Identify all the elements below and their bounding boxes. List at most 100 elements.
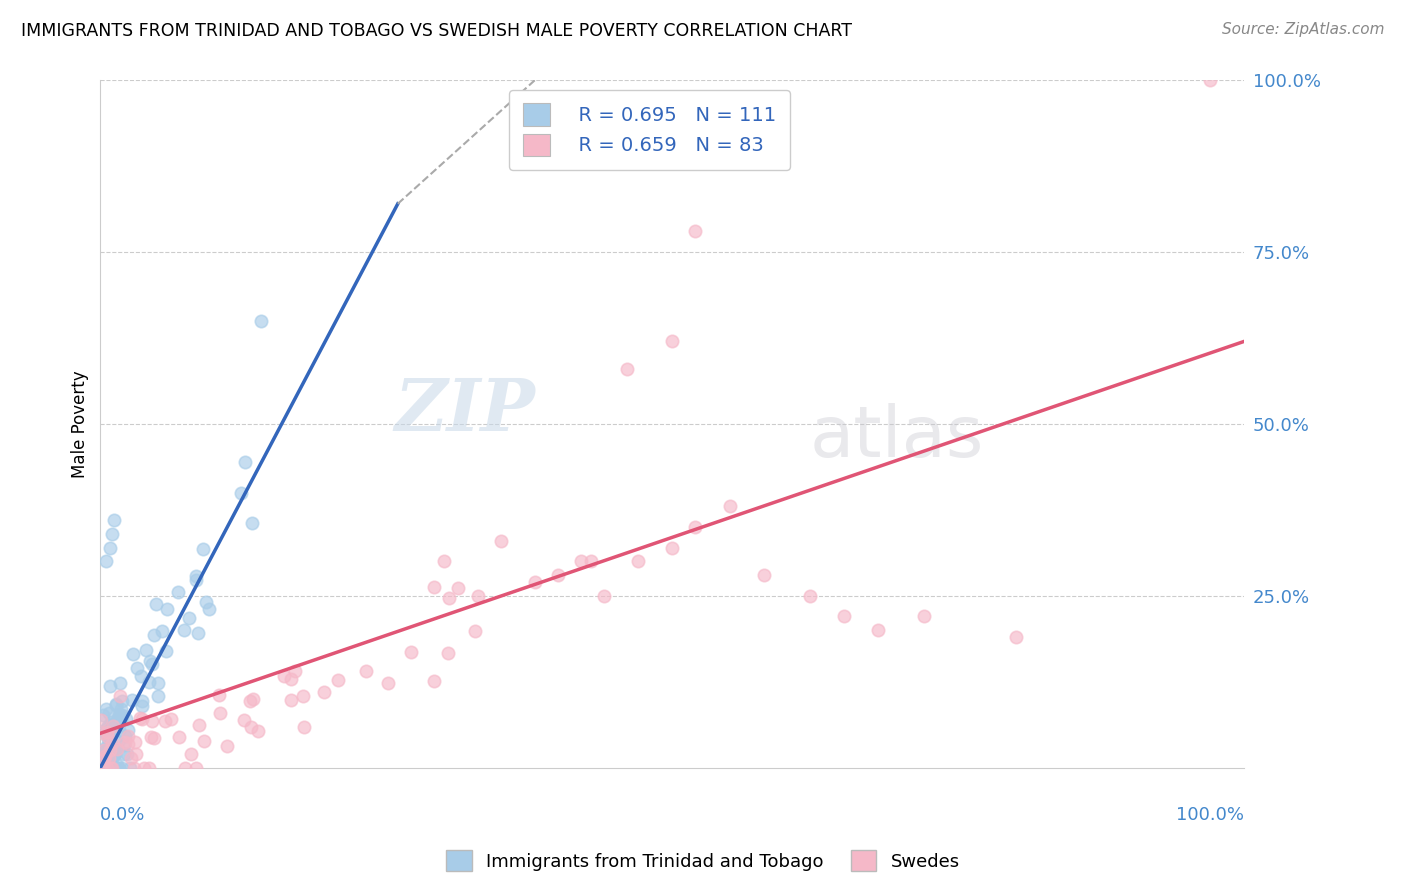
- Point: [627, 554, 650, 568]
- Point: [101, 527, 124, 541]
- Point: [141, 731, 163, 745]
- Point: [180, 747, 202, 761]
- Text: Source: ZipAtlas.com: Source: ZipAtlas.com: [1222, 22, 1385, 37]
- Point: [96, 725, 118, 739]
- Point: [117, 737, 139, 751]
- Point: [101, 747, 124, 761]
- Point: [592, 589, 614, 603]
- Point: [96, 721, 118, 735]
- Point: [146, 675, 169, 690]
- Point: [98, 761, 121, 775]
- Point: [432, 554, 454, 568]
- Point: [90, 754, 112, 768]
- Point: [97, 706, 120, 720]
- Point: [186, 569, 208, 583]
- Point: [280, 693, 302, 707]
- Point: [661, 541, 683, 555]
- Point: [94, 724, 117, 739]
- Point: [247, 723, 270, 738]
- Point: [194, 595, 217, 609]
- Point: [186, 573, 208, 587]
- Point: [193, 542, 215, 557]
- Point: [280, 672, 302, 686]
- Point: [93, 751, 115, 765]
- Point: [112, 738, 135, 752]
- Point: [399, 645, 422, 659]
- Point: [132, 761, 155, 775]
- Point: [464, 624, 486, 639]
- Point: [108, 689, 131, 703]
- Point: [167, 731, 190, 745]
- Point: [98, 756, 121, 771]
- Point: [467, 589, 489, 603]
- Point: [100, 761, 122, 775]
- Point: [101, 761, 124, 775]
- Point: [94, 739, 117, 754]
- Point: [93, 726, 115, 740]
- Point: [104, 698, 127, 712]
- Point: [135, 643, 157, 657]
- Point: [101, 719, 124, 733]
- Text: 0.0%: 0.0%: [100, 805, 146, 823]
- Point: [437, 646, 460, 660]
- Point: [142, 731, 165, 745]
- Point: [1004, 630, 1026, 644]
- Point: [101, 717, 124, 731]
- Point: [90, 761, 112, 775]
- Point: [131, 712, 153, 726]
- Point: [326, 673, 349, 687]
- Point: [1199, 73, 1222, 87]
- Legend: Immigrants from Trinidad and Tobago, Swedes: Immigrants from Trinidad and Tobago, Swe…: [439, 843, 967, 879]
- Point: [111, 708, 134, 723]
- Point: [423, 580, 446, 594]
- Point: [114, 730, 136, 744]
- Point: [198, 602, 221, 616]
- Point: [100, 761, 122, 775]
- Point: [107, 711, 129, 725]
- Point: [103, 748, 125, 763]
- Point: [96, 758, 118, 772]
- Point: [105, 741, 128, 756]
- Point: [173, 623, 195, 637]
- Point: [100, 724, 122, 739]
- Point: [89, 761, 111, 775]
- Point: [683, 224, 706, 238]
- Point: [115, 712, 138, 726]
- Point: [101, 759, 124, 773]
- Point: [100, 761, 122, 775]
- Point: [131, 699, 153, 714]
- Point: [153, 714, 176, 728]
- Point: [97, 740, 120, 755]
- Point: [101, 719, 124, 733]
- Point: [93, 761, 115, 775]
- Point: [150, 624, 173, 638]
- Point: [108, 675, 131, 690]
- Text: 100.0%: 100.0%: [1177, 805, 1244, 823]
- Point: [579, 554, 602, 568]
- Point: [273, 669, 295, 683]
- Point: [193, 734, 215, 748]
- Point: [142, 628, 165, 642]
- Point: [129, 669, 152, 683]
- Point: [96, 728, 118, 742]
- Point: [104, 747, 127, 761]
- Point: [93, 761, 115, 775]
- Point: [98, 743, 121, 757]
- Point: [100, 761, 122, 775]
- Point: [90, 714, 112, 728]
- Point: [107, 715, 129, 730]
- Point: [93, 724, 115, 739]
- Point: [187, 626, 209, 640]
- Point: [96, 761, 118, 775]
- Point: [569, 554, 592, 568]
- Point: [661, 334, 683, 349]
- Point: [125, 661, 148, 675]
- Point: [90, 744, 112, 758]
- Point: [93, 742, 115, 756]
- Point: [156, 601, 179, 615]
- Point: [356, 665, 378, 679]
- Y-axis label: Male Poverty: Male Poverty: [72, 370, 89, 477]
- Point: [489, 533, 512, 548]
- Point: [100, 729, 122, 743]
- Point: [547, 568, 569, 582]
